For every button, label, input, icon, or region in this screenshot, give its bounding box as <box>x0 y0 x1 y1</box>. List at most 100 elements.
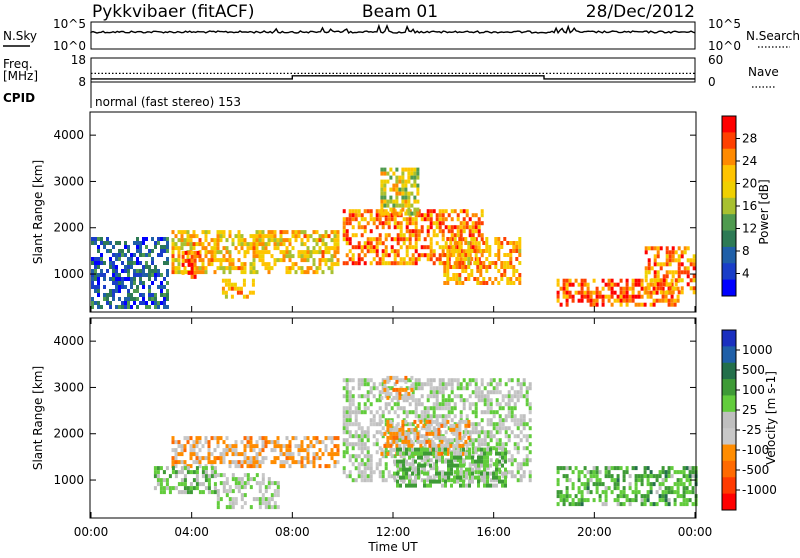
data-cell <box>321 452 325 457</box>
data-cell <box>462 474 466 479</box>
data-cell <box>242 294 246 299</box>
data-cell <box>450 245 454 250</box>
data-cell <box>658 486 662 491</box>
data-cell <box>351 233 355 238</box>
data-cell <box>201 456 205 461</box>
data-cell <box>501 447 504 452</box>
data-cell <box>407 191 411 196</box>
data-cell <box>417 229 421 234</box>
data-cell <box>160 301 163 305</box>
data-cell <box>187 270 191 275</box>
data-cell <box>312 238 316 243</box>
colorbar-segment <box>722 197 736 215</box>
data-cell <box>428 427 432 432</box>
data-cell <box>276 485 280 490</box>
data-cell <box>628 498 632 503</box>
data-cell <box>130 297 133 301</box>
power-panel-data <box>91 167 696 309</box>
data-cell <box>467 435 471 440</box>
data-cell <box>252 464 256 469</box>
data-cell <box>432 479 435 484</box>
data-cell <box>109 305 112 309</box>
data-cell <box>507 470 511 475</box>
data-cell <box>583 290 587 295</box>
data-cell <box>691 466 695 471</box>
data-cell <box>677 290 681 295</box>
data-cell <box>426 209 430 214</box>
data-cell <box>249 266 253 271</box>
data-cell <box>673 502 677 507</box>
data-cell <box>613 290 617 295</box>
data-cell <box>375 217 379 222</box>
data-cell <box>604 498 608 503</box>
data-cell <box>565 286 569 291</box>
data-cell <box>647 266 651 271</box>
data-cell <box>273 440 277 445</box>
data-cell <box>201 470 205 475</box>
data-cell <box>444 217 448 222</box>
data-cell <box>330 452 334 457</box>
data-cell <box>342 237 346 242</box>
data-cell <box>267 485 271 490</box>
data-cell <box>261 473 265 478</box>
data-cell <box>127 277 130 281</box>
data-cell <box>459 394 463 399</box>
data-cell <box>461 261 465 265</box>
data-cell <box>261 460 265 465</box>
data-cell <box>449 237 453 241</box>
data-cell <box>390 213 394 218</box>
data-cell <box>670 282 674 287</box>
data-cell <box>456 463 459 468</box>
data-cell <box>396 253 400 258</box>
data-cell <box>372 217 376 222</box>
data-cell <box>213 482 217 487</box>
data-cell <box>504 467 507 472</box>
data-cell <box>471 213 475 218</box>
data-cell <box>228 254 232 259</box>
data-cell <box>432 454 436 459</box>
data-cell <box>453 402 457 407</box>
colorbar-segment <box>722 477 736 495</box>
data-cell <box>486 459 489 464</box>
data-cell <box>348 221 352 226</box>
data-cell <box>384 249 388 254</box>
data-cell <box>279 460 283 465</box>
data-cell <box>518 277 522 281</box>
data-cell <box>384 478 388 483</box>
data-cell <box>160 245 163 249</box>
data-cell <box>488 261 492 265</box>
data-cell <box>383 203 387 208</box>
data-cell <box>249 448 253 453</box>
freq-trace <box>91 75 695 80</box>
data-cell <box>506 277 510 281</box>
data-cell <box>204 230 208 235</box>
data-cell <box>586 282 590 287</box>
data-cell <box>414 459 417 464</box>
data-cell <box>595 486 599 491</box>
data-cell <box>510 470 514 475</box>
data-cell <box>97 285 100 289</box>
data-cell <box>133 269 136 273</box>
data-cell <box>438 382 442 387</box>
data-cell <box>366 406 370 411</box>
data-cell <box>525 434 529 439</box>
data-cell <box>628 474 632 479</box>
data-cell <box>210 466 214 471</box>
data-cell <box>506 281 510 285</box>
data-cell <box>357 402 361 407</box>
data-cell <box>369 378 373 383</box>
data-cell <box>474 470 478 475</box>
data-cell <box>348 398 352 403</box>
data-cell <box>416 199 420 204</box>
data-cell <box>483 430 487 435</box>
data-cell <box>395 443 399 448</box>
data-cell <box>291 230 295 235</box>
data-cell <box>171 460 175 465</box>
data-cell <box>498 479 501 484</box>
data-cell <box>171 254 175 259</box>
data-cell <box>251 278 255 283</box>
data-cell <box>685 474 689 479</box>
data-cell <box>458 431 462 436</box>
data-cell <box>186 254 190 259</box>
data-cell <box>417 447 420 452</box>
